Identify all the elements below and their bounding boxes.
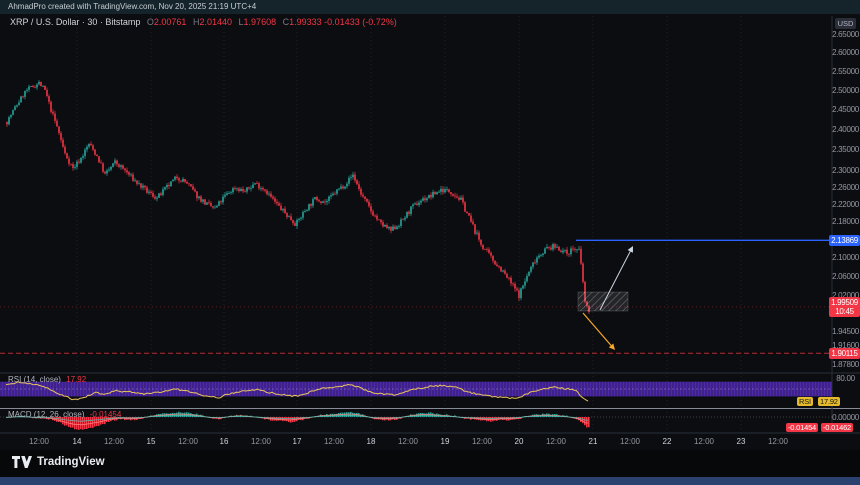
tradingview-logo-icon: [12, 456, 32, 468]
price-axis-label: 2.10000: [832, 253, 859, 263]
time-axis-label: 20: [514, 437, 524, 446]
candlestick-chart-canvas[interactable]: [0, 0, 860, 452]
rsi-name: RSI: [8, 375, 22, 384]
high-value: 2.01440: [199, 17, 233, 27]
time-axis-label: 21: [588, 437, 598, 446]
time-axis-label: 12:00: [545, 437, 567, 446]
rsi-scale-badge-value: 17.92: [818, 397, 840, 406]
price-axis-label: 2.02000: [832, 290, 859, 300]
time-axis-label: 12:00: [103, 437, 125, 446]
time-axis-label: 15: [146, 437, 156, 446]
price-axis-label: 2.30000: [832, 166, 859, 176]
macd-name: MACD: [8, 410, 32, 419]
high-label: H: [192, 17, 200, 27]
price-badge-level: 2.13869: [829, 234, 860, 246]
price-axis-label: 2.06000: [832, 271, 859, 281]
price-axis-label: 1.87800: [832, 360, 859, 370]
time-axis-label: 12:00: [471, 437, 493, 446]
macd-params: (12, 26, close): [33, 410, 85, 419]
time-axis-label: 12:00: [619, 437, 641, 446]
last-price: 1.99509: [831, 297, 858, 307]
macd-signal-scale-badge: -0.01462: [821, 423, 854, 432]
time-axis-label: 14: [72, 437, 82, 446]
change-value: -0.01433 (-0.72%): [324, 17, 397, 27]
bottom-blue-strip: [0, 477, 860, 485]
low-value: 1.97608: [243, 17, 277, 27]
price-axis-label: 2.18000: [832, 217, 859, 227]
tradingview-logo[interactable]: TradingView: [12, 455, 105, 469]
time-axis-label: 12:00: [28, 437, 50, 446]
time-scale[interactable]: 12:00 14 12:00 15 12:00 16 12:00 17 12:00 18 12:00…: [0, 434, 832, 450]
time-axis-label: 12:00: [693, 437, 715, 446]
rsi-value: 17.92: [66, 375, 87, 384]
price-axis-label: 2.55000: [832, 67, 859, 77]
alert-price: 1.90115: [831, 348, 858, 358]
open-value: 2.00761: [153, 17, 187, 27]
time-axis-label: 12:00: [323, 437, 345, 446]
bar-countdown: 10:45: [835, 306, 854, 316]
symbol-legend: XRP / U.S. Dollar · 30 · Bitstamp O2.007…: [10, 17, 397, 27]
level-price: 2.13869: [831, 235, 858, 245]
close-value: 1.99333: [289, 17, 322, 27]
attribution-bar: AhmadPro created with TradingView.com, N…: [0, 0, 860, 14]
price-axis-label: 2.50000: [832, 86, 859, 96]
price-axis-label: 2.60000: [832, 48, 859, 58]
macd-legend: MACD (12, 26, close) -0.01454: [8, 410, 121, 419]
price-axis-label: 2.22000: [832, 199, 859, 209]
time-axis-label: 18: [366, 437, 376, 446]
time-axis-label: 12:00: [250, 437, 272, 446]
rsi-scale-badge-name: RSI: [797, 397, 813, 406]
symbol-title[interactable]: XRP / U.S. Dollar · 30 · Bitstamp: [10, 17, 141, 27]
price-axis-label: 2.45000: [832, 105, 859, 115]
time-axis-label: 12:00: [767, 437, 789, 446]
time-axis-label: 17: [292, 437, 302, 446]
rsi-params: (14, close): [23, 375, 61, 384]
attribution-text: AhmadPro created with TradingView.com, N…: [8, 2, 257, 11]
open-label: O: [146, 17, 154, 27]
chart-background: [0, 14, 860, 450]
time-axis-label: 12:00: [397, 437, 419, 446]
price-badge-alert: 1.90115: [829, 347, 860, 359]
time-axis-label: 22: [662, 437, 672, 446]
price-axis-label: 1.91600: [832, 341, 859, 351]
price-axis-label: 2.65000: [832, 30, 859, 40]
tradingview-logo-text: TradingView: [37, 456, 105, 468]
time-axis-label: 16: [219, 437, 229, 446]
macd-value: -0.01454: [89, 410, 122, 419]
time-axis-label: 12:00: [177, 437, 199, 446]
price-badge-last: 1.99509 10:45: [829, 296, 860, 317]
time-axis-label: 19: [440, 437, 450, 446]
rsi-scale-top-label: 80.00: [836, 373, 855, 383]
low-label: L: [238, 17, 244, 27]
currency-toggle[interactable]: USD: [835, 18, 856, 29]
footer-bar: TradingView: [0, 450, 860, 477]
price-axis-label: 2.26000: [832, 182, 859, 192]
price-axis-label: 1.94500: [832, 326, 859, 336]
price-axis-label: 2.35000: [832, 145, 859, 155]
price-axis-label: 2.40000: [832, 125, 859, 135]
rsi-legend: RSI (14, close) 17.92: [8, 375, 86, 384]
macd-scale-badge: -0.01454: [786, 423, 819, 432]
macd-zero-label: 0.00000: [832, 412, 859, 422]
close-label: C: [282, 17, 290, 27]
time-axis-label: 23: [736, 437, 746, 446]
